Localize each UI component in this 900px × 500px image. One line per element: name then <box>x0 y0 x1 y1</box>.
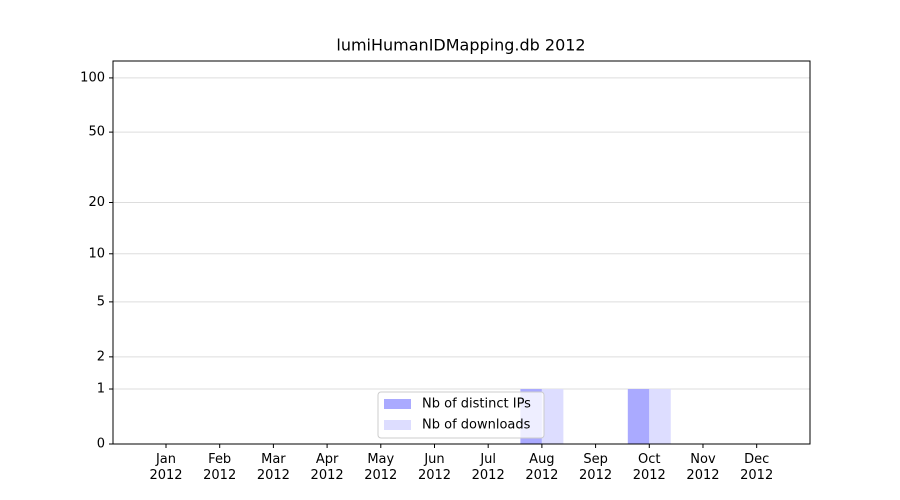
x-tick-label: Jun 2012 <box>417 452 452 483</box>
legend-swatch <box>384 399 411 409</box>
legend-label: Nb of downloads <box>422 418 531 433</box>
legend-box <box>377 391 545 439</box>
x-tick-label: Oct 2012 <box>632 452 666 483</box>
y-tick-label: 5 <box>97 294 105 309</box>
x-tick-label: Jan 2012 <box>149 452 183 483</box>
y-tick-label: 50 <box>88 125 105 140</box>
x-tick-label: Aug 2012 <box>525 452 559 483</box>
x-tick-label: Feb 2012 <box>203 452 237 483</box>
x-tick-label: May 2012 <box>364 452 398 483</box>
legend-label: Nb of distinct IPs <box>422 397 531 412</box>
chart-title: lumiHumanIDMapping.db 2012 <box>336 36 585 55</box>
x-tick-label: Apr 2012 <box>310 452 344 483</box>
bar <box>541 389 564 444</box>
y-tick-label: 0 <box>97 437 105 452</box>
legend-swatch <box>384 420 411 430</box>
y-tick-label: 1 <box>97 382 105 397</box>
y-tick-label: 20 <box>88 195 105 210</box>
bar <box>649 389 671 444</box>
x-tick-label: Jul 2012 <box>471 452 505 483</box>
x-tick-label: Mar 2012 <box>256 452 290 483</box>
y-tick-label: 100 <box>80 70 105 85</box>
plot-frame <box>112 60 811 445</box>
bar <box>627 389 650 444</box>
x-tick-label: Nov 2012 <box>686 452 720 483</box>
x-tick-label: Dec 2012 <box>740 452 774 483</box>
x-tick-label: Sep 2012 <box>579 452 613 483</box>
y-tick-label: 10 <box>88 246 105 261</box>
y-tick-label: 2 <box>97 349 105 364</box>
